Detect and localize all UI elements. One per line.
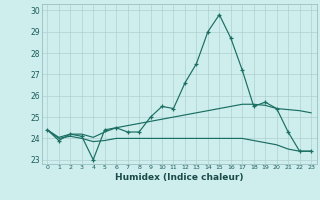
X-axis label: Humidex (Indice chaleur): Humidex (Indice chaleur) <box>115 173 244 182</box>
